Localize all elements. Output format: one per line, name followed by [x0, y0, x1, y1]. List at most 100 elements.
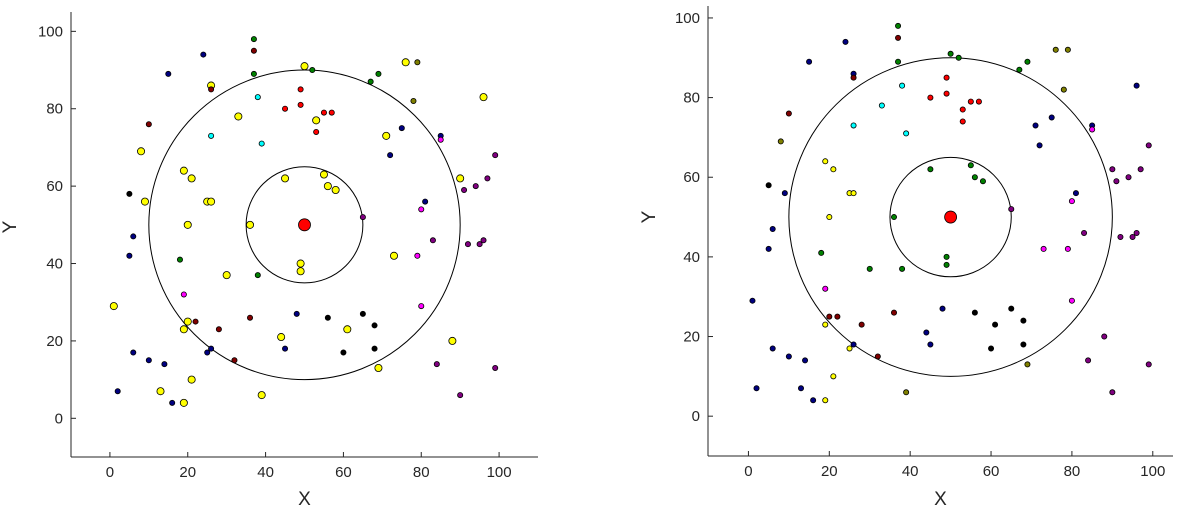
data-point	[418, 206, 425, 213]
data-point	[145, 357, 152, 364]
data-point	[810, 397, 817, 404]
data-point	[282, 105, 289, 112]
data-point	[785, 110, 792, 117]
data-point	[319, 170, 328, 179]
data-point	[183, 220, 192, 229]
data-point	[1089, 126, 1096, 133]
data-point	[390, 251, 399, 260]
data-point	[300, 62, 309, 71]
data-point	[822, 321, 829, 328]
data-point	[387, 152, 394, 159]
scatter-chart-right: 0 20 40 60 80 100 0 20 40 60 80 100 X Y	[639, 6, 1173, 510]
x-tick-label: 20	[821, 463, 838, 480]
data-point	[850, 122, 857, 129]
data-point	[1117, 233, 1124, 240]
data-point	[1109, 389, 1116, 396]
x-tick-label: 100	[1140, 463, 1165, 480]
data-point	[927, 166, 934, 173]
center-point	[298, 218, 311, 232]
data-point	[479, 93, 488, 102]
data-point	[179, 398, 188, 407]
data-point	[401, 58, 410, 67]
scatter-chart-left: 0 20 40 60 80 100 0 20 40 60 80 100 X Y	[0, 12, 538, 510]
data-point	[1101, 333, 1108, 340]
data-point	[1133, 229, 1140, 236]
data-point	[180, 291, 187, 298]
data-point	[1060, 86, 1067, 93]
data-point	[208, 345, 215, 352]
data-point	[971, 309, 978, 316]
data-point	[456, 174, 465, 183]
data-point	[890, 309, 897, 316]
data-point	[371, 345, 378, 352]
data-point	[1064, 245, 1071, 252]
y-tick-label: 60	[683, 169, 700, 186]
data-point	[320, 109, 327, 116]
data-point	[959, 118, 966, 125]
data-point	[250, 36, 257, 43]
outer-circle	[788, 57, 1113, 377]
y-tick-label: 100	[38, 23, 63, 40]
data-point	[126, 252, 133, 259]
data-point	[126, 190, 133, 197]
data-point	[340, 349, 347, 356]
data-point	[943, 261, 950, 268]
data-point	[448, 336, 457, 345]
data-point	[461, 186, 468, 193]
y-axis-label: Y	[639, 210, 660, 223]
data-point	[850, 190, 857, 197]
data-point	[927, 94, 934, 101]
y-tick-label: 20	[683, 329, 700, 346]
data-point	[1032, 122, 1039, 129]
data-point	[472, 183, 479, 190]
data-point	[1145, 361, 1152, 368]
data-point	[359, 214, 366, 221]
data-point	[204, 349, 211, 356]
data-point	[169, 399, 176, 406]
data-point	[250, 70, 257, 77]
x-tick-label: 80	[413, 464, 430, 481]
data-point	[1068, 297, 1075, 304]
data-point	[1068, 198, 1075, 205]
data-point	[834, 313, 841, 320]
data-point	[822, 285, 829, 292]
data-point	[785, 353, 792, 360]
data-point	[254, 272, 261, 279]
inner-circle	[889, 156, 1012, 278]
data-point	[231, 357, 238, 364]
y-tick-label: 60	[46, 178, 63, 195]
data-point	[484, 175, 491, 182]
data-point	[1052, 46, 1059, 53]
x-tick-label: 60	[983, 463, 1000, 480]
data-point	[375, 70, 382, 77]
data-point	[1081, 229, 1088, 236]
data-point	[309, 67, 316, 74]
data-point	[464, 241, 471, 248]
data-point	[850, 74, 857, 81]
data-point	[179, 325, 188, 334]
data-point	[1020, 341, 1027, 348]
data-point	[156, 387, 165, 396]
data-point	[830, 373, 837, 380]
data-point	[398, 125, 405, 132]
data-point	[1145, 142, 1152, 149]
data-point	[145, 121, 152, 128]
data-point	[830, 166, 837, 173]
y-axis-label: Y	[0, 220, 21, 233]
data-point	[1020, 317, 1027, 324]
x-tick-label: 0	[744, 463, 752, 480]
data-point	[187, 375, 196, 384]
data-point	[939, 305, 946, 312]
data-point	[192, 318, 199, 325]
data-point	[161, 361, 168, 368]
data-point	[437, 136, 444, 143]
data-point	[130, 349, 137, 356]
data-point	[215, 326, 222, 333]
data-point	[109, 302, 118, 311]
data-point	[492, 364, 499, 371]
data-point	[818, 249, 825, 256]
data-point	[323, 182, 332, 191]
data-point	[802, 357, 809, 364]
center-point	[944, 210, 958, 224]
y-tick-label: 0	[55, 410, 63, 427]
